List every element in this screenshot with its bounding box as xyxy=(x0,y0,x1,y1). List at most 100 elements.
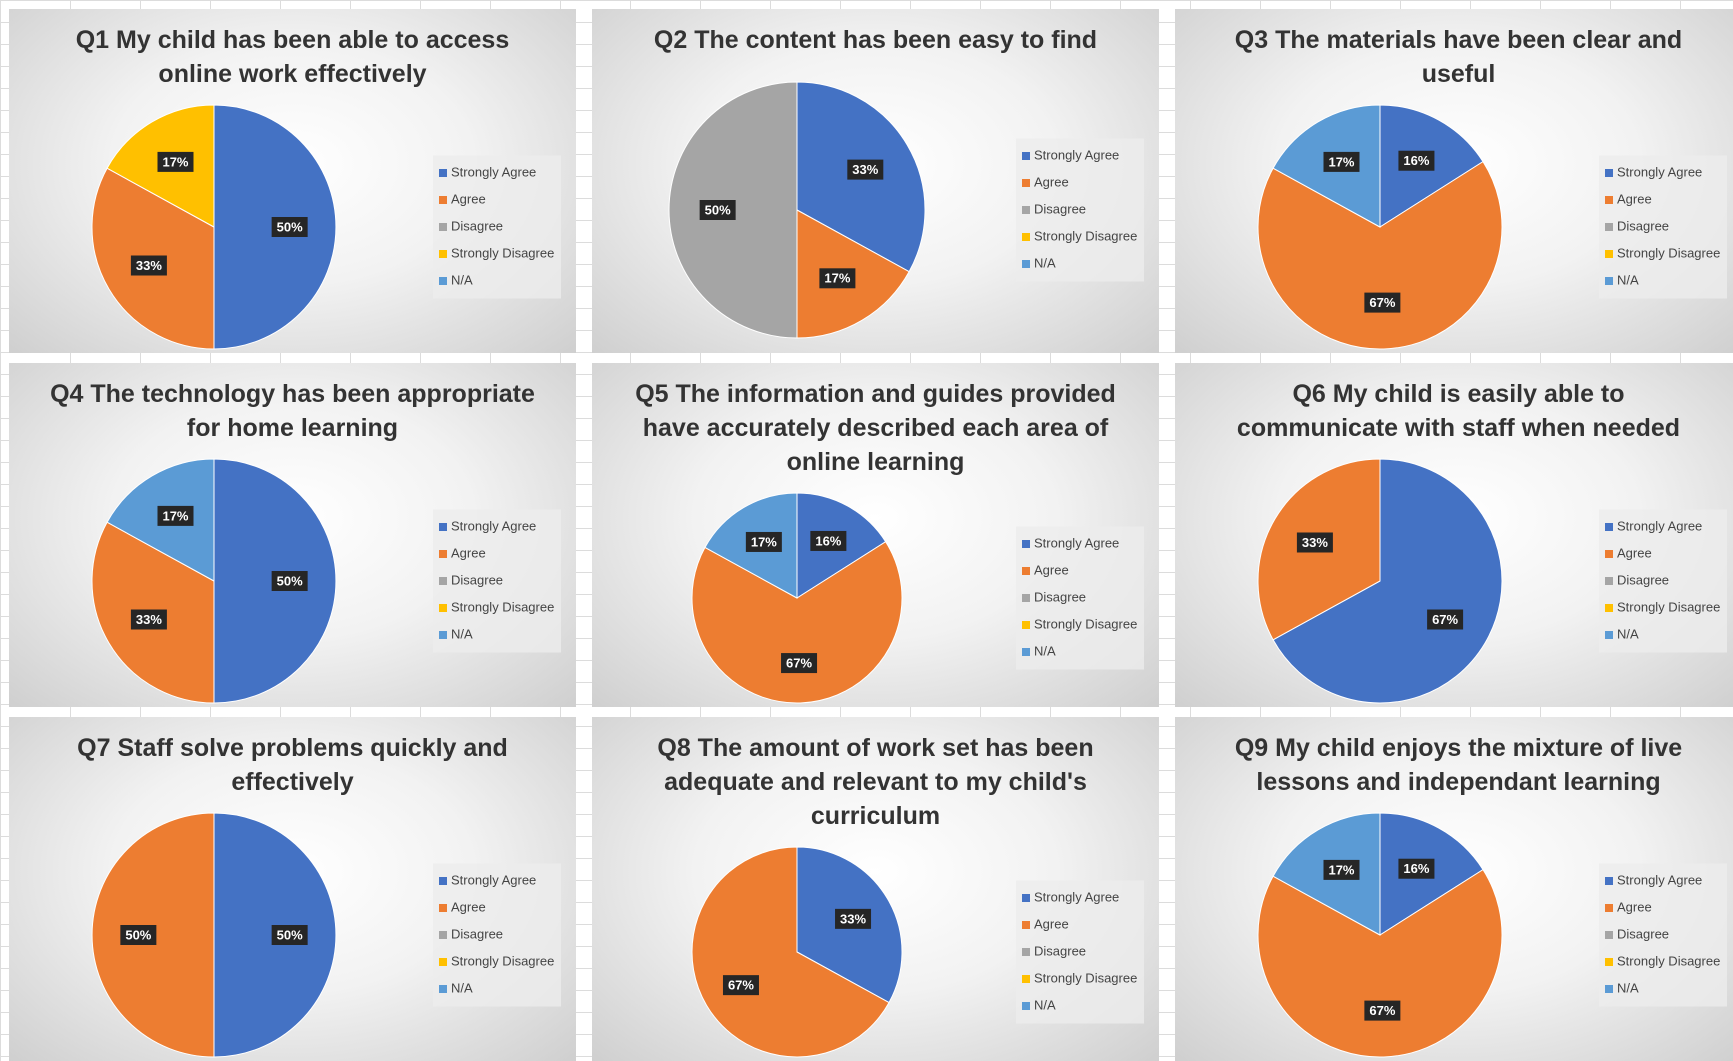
data-label: 16% xyxy=(1403,861,1429,876)
data-label-box xyxy=(157,505,194,526)
data-label-box xyxy=(1398,858,1435,879)
chart: 50% 33% 17% Strongly Agree Agree Disagree Stro… xyxy=(91,458,561,704)
data-label: 50% xyxy=(277,573,303,588)
data-label: 33% xyxy=(852,162,878,177)
legend-swatch xyxy=(1605,523,1613,531)
legend-swatch xyxy=(1605,904,1613,912)
legend-label: N/A xyxy=(451,980,473,995)
legend-label: Strongly Agree xyxy=(451,164,536,179)
data-label: 16% xyxy=(1403,153,1429,168)
legend-swatch xyxy=(1022,540,1030,548)
legend-swatch xyxy=(1605,169,1613,177)
legend-swatch xyxy=(1022,152,1030,160)
data-label: 50% xyxy=(125,927,151,942)
legend-swatch xyxy=(1605,604,1613,612)
legend-box xyxy=(1599,509,1727,653)
legend-swatch xyxy=(1605,577,1613,585)
legend-box xyxy=(1016,138,1144,282)
data-label: 33% xyxy=(840,911,866,926)
legend-label: N/A xyxy=(1617,272,1639,287)
legend-swatch xyxy=(1605,931,1613,939)
data-label-box xyxy=(1427,609,1464,630)
legend-swatch xyxy=(1022,260,1030,268)
data-label: 33% xyxy=(1302,535,1328,550)
legend-box xyxy=(433,155,561,299)
data-label: 67% xyxy=(1369,295,1395,310)
legend-swatch xyxy=(439,550,447,558)
data-label: 67% xyxy=(1432,612,1458,627)
chart-panel: Q7 Staff solve problems quickly and effe… xyxy=(9,717,576,1061)
legend-swatch xyxy=(1605,250,1613,258)
data-label-box xyxy=(1296,532,1333,553)
chart-panel: Q8 The amount of work set has been adequ… xyxy=(592,717,1159,1061)
legend-swatch xyxy=(439,577,447,585)
legend-label: Strongly Disagree xyxy=(1034,970,1137,985)
pie-slice xyxy=(691,846,890,1058)
legend-box xyxy=(1599,863,1727,1007)
legend-label: N/A xyxy=(451,272,473,287)
legend-label: Agree xyxy=(1617,899,1652,914)
legend-label: Strongly Disagree xyxy=(1617,953,1720,968)
legend-label: N/A xyxy=(1034,997,1056,1012)
legend-swatch xyxy=(1022,621,1030,629)
legend-swatch xyxy=(1022,1002,1030,1010)
chart-panel: Q1 My child has been able to access onli… xyxy=(9,9,576,353)
legend-label: Strongly Agree xyxy=(1034,147,1119,162)
legend-swatch xyxy=(439,523,447,531)
chart: 16% 67% 17% Strongly Agree Agree Disagree Stro… xyxy=(1257,812,1727,1058)
pie-slice xyxy=(691,541,903,704)
legend-label: Strongly Agree xyxy=(451,872,536,887)
legend-swatch xyxy=(1605,277,1613,285)
data-label: 17% xyxy=(824,271,850,286)
data-label-box xyxy=(130,609,167,630)
data-label-box xyxy=(271,217,308,237)
data-label: 33% xyxy=(136,612,162,627)
chart: 33% 67% Strongly Agree Agree Disagree Strongl… xyxy=(691,846,1144,1058)
legend-swatch xyxy=(1022,233,1030,241)
legend-swatch xyxy=(1605,223,1613,231)
chart-title: Q3 The materials have been clear and use… xyxy=(1234,26,1683,88)
chart-title: Q4 The technology has been appropriate f… xyxy=(50,380,535,442)
legend-label: N/A xyxy=(1617,626,1639,641)
data-label-box xyxy=(157,151,194,172)
chart: 67% 33% Strongly Agree Agree Disagree Strongl… xyxy=(1257,458,1727,704)
chart-title: Q2 The content has been easy to find xyxy=(653,26,1098,54)
data-label-box xyxy=(271,571,308,591)
legend-label: Strongly Disagree xyxy=(451,953,554,968)
legend-box xyxy=(433,509,561,653)
legend-label: Agree xyxy=(451,899,486,914)
chart: 16% 67% 17% Strongly Agree Agree Disagree Stro… xyxy=(691,492,1144,704)
data-label: 67% xyxy=(1369,1003,1395,1018)
data-label: 17% xyxy=(1328,862,1354,877)
legend-swatch xyxy=(1022,894,1030,902)
data-label-box xyxy=(699,200,736,220)
data-label: 17% xyxy=(162,154,188,169)
pie-slice xyxy=(1257,160,1503,350)
legend-swatch xyxy=(439,877,447,885)
legend-label: Strongly Agree xyxy=(1034,535,1119,550)
legend-label: Strongly Disagree xyxy=(1034,228,1137,243)
legend-swatch xyxy=(439,277,447,285)
chart: 50% 50% Strongly Agree Agree Disagree Strongl… xyxy=(91,812,561,1058)
legend-label: Disagree xyxy=(451,572,503,587)
legend-label: Agree xyxy=(451,191,486,206)
legend-swatch xyxy=(1022,179,1030,187)
legend-swatch xyxy=(1605,877,1613,885)
legend-label: Disagree xyxy=(1617,926,1669,941)
legend-label: N/A xyxy=(1617,980,1639,995)
data-label: 50% xyxy=(277,927,303,942)
chart-title: Q1 My child has been able to access onli… xyxy=(75,26,510,88)
data-label: 50% xyxy=(705,202,731,217)
data-label-box xyxy=(810,530,847,551)
legend-swatch xyxy=(439,223,447,231)
legend-label: Strongly Agree xyxy=(1617,872,1702,887)
data-label-box xyxy=(745,531,782,552)
chart-panel: Q2 The content has been easy to find 33% 1… xyxy=(592,9,1159,353)
legend-swatch xyxy=(1022,948,1030,956)
data-label-box xyxy=(722,975,759,996)
legend-label: Disagree xyxy=(1617,572,1669,587)
chart-title: Q6 My child is easily able to communicat… xyxy=(1236,380,1681,442)
legend-label: N/A xyxy=(1034,643,1056,658)
legend-box xyxy=(433,863,561,1007)
